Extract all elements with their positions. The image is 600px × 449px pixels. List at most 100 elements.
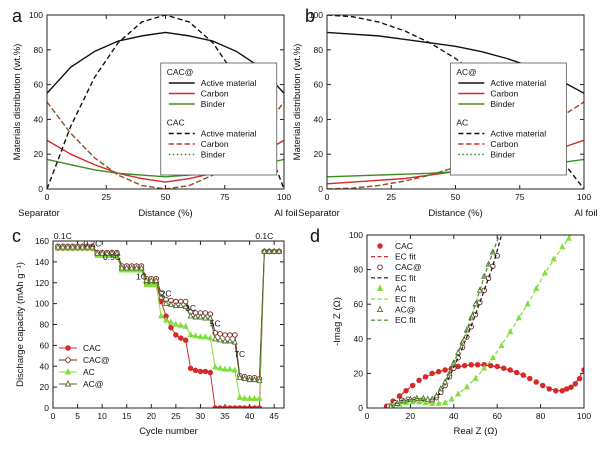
legend-entry: Active material bbox=[490, 78, 546, 88]
legend-entry: EC fit bbox=[395, 252, 416, 262]
rate-label: 0.1C bbox=[255, 231, 273, 241]
point-ac-at bbox=[74, 243, 81, 250]
x-tick-label: 40 bbox=[245, 411, 255, 421]
plot-frame bbox=[46, 14, 285, 190]
point-ac-at bbox=[153, 276, 160, 283]
legend-entry: AC@ bbox=[83, 379, 103, 389]
point-ac bbox=[236, 393, 243, 400]
data-layer bbox=[383, 235, 584, 408]
y-tick-label: 100 bbox=[35, 299, 49, 309]
y-tick-label: 80 bbox=[40, 320, 50, 330]
point-ac-at bbox=[271, 247, 278, 254]
x-tick-label: 25 bbox=[387, 192, 397, 202]
al-foil-label: Al foil bbox=[574, 208, 597, 219]
legend-box bbox=[160, 62, 278, 176]
legend-group-title: AC@ bbox=[456, 67, 476, 77]
point-ac bbox=[515, 314, 522, 321]
x-tick-label: 25 bbox=[102, 192, 112, 202]
legend-marker bbox=[377, 264, 383, 270]
point-ac bbox=[177, 321, 184, 328]
y-tick-label: 40 bbox=[34, 114, 44, 124]
al-foil-label: Al foil bbox=[274, 208, 297, 219]
point-ac bbox=[251, 394, 258, 401]
point-ac-at bbox=[276, 247, 283, 254]
point-ac-at bbox=[113, 249, 120, 256]
x-tick-label: 0 bbox=[365, 411, 370, 421]
rate-label: 7C bbox=[234, 349, 245, 359]
point-ac-at bbox=[84, 243, 91, 250]
series-line-ac bbox=[57, 247, 280, 400]
legend-entry: EC fit bbox=[395, 294, 416, 304]
legend-entry: EC fit bbox=[395, 315, 416, 325]
legend-entry: CAC@ bbox=[83, 355, 110, 365]
x-tick-label: 75 bbox=[515, 192, 525, 202]
point-cac-at bbox=[217, 331, 223, 337]
chart-panel-d: d 0 20 40 60 80 100 0 20 40 60 80 100 Real Z (Ω) -Imag… bbox=[310, 226, 591, 437]
point-ac-at bbox=[143, 276, 150, 283]
y-tick-label: 100 bbox=[29, 10, 43, 20]
legend-entry: Binder bbox=[490, 150, 515, 160]
point-cac-at bbox=[472, 311, 479, 318]
point-ac-at bbox=[79, 243, 86, 250]
point-ac-at bbox=[123, 264, 130, 271]
fit-line-ac-at bbox=[390, 235, 500, 407]
point-ac-at bbox=[459, 338, 466, 345]
point-cac bbox=[513, 369, 520, 376]
point-ac-at bbox=[236, 373, 243, 380]
legend-entry: Binder bbox=[490, 99, 515, 109]
legend-marker bbox=[65, 357, 71, 363]
point-ac-at bbox=[202, 314, 209, 321]
point-ac-at bbox=[246, 376, 253, 383]
point-ac-at bbox=[99, 249, 106, 256]
point-ac-at bbox=[192, 313, 199, 320]
x-tick-label: 0 bbox=[325, 192, 330, 202]
point-ac bbox=[167, 318, 174, 325]
point-ac-at bbox=[217, 336, 224, 343]
rate-label: 1C bbox=[136, 272, 147, 282]
point-ac bbox=[533, 284, 540, 291]
y-tick-label: 20 bbox=[34, 149, 44, 159]
separator-label: Separator bbox=[18, 208, 60, 219]
y-tick-label: 0 bbox=[358, 403, 363, 413]
point-ac-at bbox=[207, 314, 214, 321]
point-cac bbox=[256, 405, 263, 408]
rate-label: 3C bbox=[185, 303, 196, 313]
y-tick-label: 60 bbox=[354, 299, 364, 309]
panel-letter: d bbox=[310, 226, 320, 246]
point-cac bbox=[178, 335, 184, 341]
legend-marker bbox=[377, 243, 383, 249]
point-ac bbox=[148, 281, 155, 288]
point-ac bbox=[143, 281, 150, 288]
legend-entry: CAC@ bbox=[395, 262, 422, 272]
point-ac bbox=[192, 332, 199, 339]
x-tick-label: 0 bbox=[45, 192, 50, 202]
point-ac-at bbox=[89, 243, 96, 250]
point-ac-at bbox=[212, 335, 219, 342]
y-tick-label: 40 bbox=[40, 361, 50, 371]
y-tick-label: 100 bbox=[349, 230, 363, 240]
point-ac bbox=[226, 365, 233, 372]
series-line-AC-active-material bbox=[327, 15, 584, 189]
y-tick-label: 80 bbox=[34, 45, 44, 55]
panel-letter: c bbox=[12, 226, 21, 246]
point-ac-at bbox=[187, 312, 194, 319]
point-ac-at bbox=[158, 293, 165, 300]
point-cac-at bbox=[227, 332, 233, 338]
series-line-ac-at bbox=[57, 246, 280, 382]
legend-entry: Carbon bbox=[490, 89, 518, 99]
x-tick-label: 5 bbox=[75, 411, 80, 421]
series-line-CAC-at-active-material bbox=[47, 31, 284, 94]
y-tick-label: 20 bbox=[354, 368, 364, 378]
y-tick-label: 140 bbox=[35, 257, 49, 267]
legend: CAC CAC@ AC AC@ bbox=[59, 343, 110, 389]
plot-frame bbox=[326, 14, 585, 190]
y-tick-label: 60 bbox=[40, 340, 50, 350]
legend-marker bbox=[64, 379, 72, 387]
point-cac-at bbox=[232, 332, 238, 338]
point-ac-at bbox=[59, 243, 66, 250]
x-axis-label: Real Z (Ω) bbox=[453, 426, 497, 437]
point-ac-at bbox=[266, 247, 273, 254]
legend-entry: Active material bbox=[201, 78, 257, 88]
